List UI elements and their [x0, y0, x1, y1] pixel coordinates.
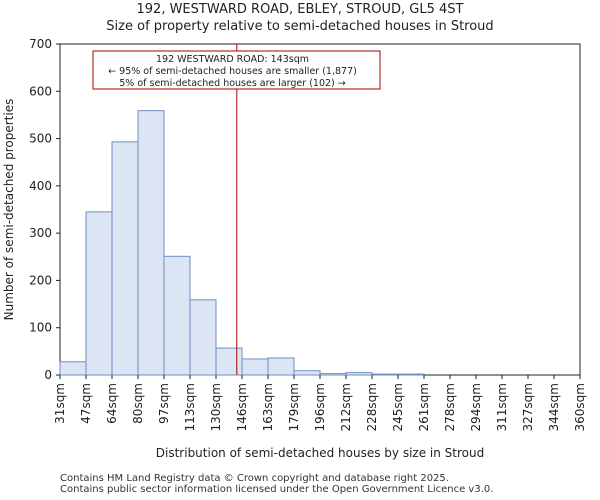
histogram-bar [137, 110, 165, 376]
histogram-bar [371, 373, 399, 376]
x-tick-label: 360sqm [573, 383, 587, 431]
histogram-bar [345, 372, 373, 376]
y-tick-label: 700 [29, 37, 52, 51]
annotation-line: 5% of semi-detached houses are larger (1… [119, 78, 346, 89]
x-tick-label: 80sqm [131, 383, 145, 424]
x-tick-label: 47sqm [79, 383, 93, 424]
footer-licence: Contains public sector information licen… [60, 484, 494, 495]
histogram-bar [163, 255, 191, 376]
x-tick-label: 31sqm [53, 383, 67, 424]
x-tick-label: 212sqm [339, 383, 353, 431]
x-tick-label: 179sqm [287, 383, 301, 431]
x-tick-label: 261sqm [417, 383, 431, 431]
chart-title-line1: 192, WESTWARD ROAD, EBLEY, STROUD, GL5 4… [136, 2, 464, 17]
y-tick-label: 300 [29, 226, 52, 240]
x-tick-label: 163sqm [261, 383, 275, 431]
histogram-bar [111, 141, 139, 376]
histogram-bar [293, 370, 321, 376]
annotation-box [92, 50, 381, 90]
x-tick-label: 294sqm [469, 383, 483, 431]
histogram-bar [267, 357, 295, 376]
y-tick-label: 400 [29, 179, 52, 193]
y-axis-label: Number of semi-detached properties [2, 99, 16, 321]
y-tick-label: 100 [29, 321, 52, 335]
histogram-bar [241, 358, 269, 376]
x-tick-label: 245sqm [391, 383, 405, 431]
annotation-line: 192 WESTWARD ROAD: 143sqm [156, 54, 309, 65]
histogram-bar [215, 347, 243, 376]
y-tick-label: 600 [29, 84, 52, 98]
histogram-bar [85, 211, 113, 376]
x-tick-label: 64sqm [105, 383, 119, 424]
annotation-line: ← 95% of semi-detached houses are smalle… [108, 66, 357, 77]
histogram-bar [59, 361, 87, 376]
x-tick-label: 278sqm [443, 383, 457, 431]
x-tick-label: 113sqm [183, 383, 197, 431]
histogram-chart: 0 100 200 300 400 500 600 700 31sqm 47sqm 64sqm 80s… [2, 37, 587, 460]
histogram-bar [189, 299, 217, 376]
x-tick-label: 327sqm [521, 383, 535, 431]
x-tick-label: 97sqm [157, 383, 171, 424]
x-axis-label: Distribution of semi-detached houses by … [156, 446, 484, 460]
x-tick-label: 228sqm [365, 383, 379, 431]
x-tick-label: 344sqm [547, 383, 561, 431]
y-tick-label: 0 [44, 368, 52, 382]
histogram-bar [397, 373, 425, 376]
x-tick-label: 146sqm [235, 383, 249, 431]
histogram-bar [319, 373, 347, 376]
x-tick-label: 311sqm [495, 383, 509, 431]
chart-title-line2: Size of property relative to semi-detach… [106, 19, 494, 34]
footer-copyright: Contains HM Land Registry data © Crown c… [60, 473, 449, 484]
y-tick-label: 200 [29, 273, 52, 287]
x-tick-label: 196sqm [313, 383, 327, 431]
y-tick-label: 500 [29, 132, 52, 146]
x-tick-label: 130sqm [209, 383, 223, 431]
